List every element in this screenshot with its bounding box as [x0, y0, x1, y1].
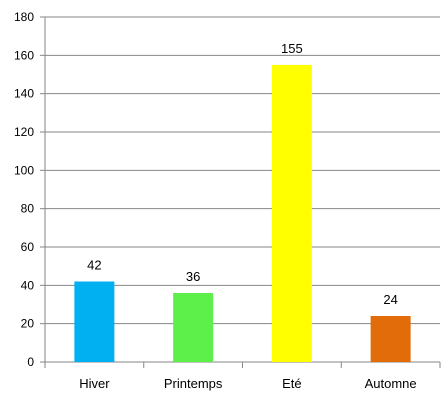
bars [74, 64, 411, 363]
y-tick-label: 160 [14, 48, 34, 62]
y-tick-label: 60 [21, 240, 35, 254]
x-tick-label: Printemps [164, 376, 223, 391]
data-label: 24 [383, 292, 397, 307]
y-tick-label: 80 [21, 202, 35, 216]
y-tick-label: 180 [14, 10, 34, 24]
y-tick-label: 0 [27, 355, 34, 369]
y-tick-label: 40 [21, 278, 35, 292]
data-labels: 42 36 155 24 [87, 41, 398, 307]
data-label: 36 [186, 269, 200, 284]
x-tick-label: Hiver [79, 376, 110, 391]
y-tick-label: 140 [14, 87, 34, 101]
data-label: 42 [87, 258, 101, 273]
y-tick-labels: 0 20 40 60 80 100 120 140 160 180 [14, 10, 34, 369]
x-tick-label: Automne [365, 376, 417, 391]
y-tick-label: 20 [21, 317, 35, 331]
y-tick-label: 120 [14, 125, 34, 139]
bar-eté [271, 64, 312, 363]
data-label: 155 [281, 41, 303, 56]
bar-printemps [173, 293, 214, 362]
x-tick-label: Eté [282, 376, 302, 391]
x-tick-labels: Hiver Printemps Eté Automne [79, 376, 416, 391]
gridlines [45, 16, 440, 325]
y-tick-label: 100 [14, 163, 34, 177]
bar-hiver [74, 281, 115, 362]
bar-automne [370, 316, 411, 362]
